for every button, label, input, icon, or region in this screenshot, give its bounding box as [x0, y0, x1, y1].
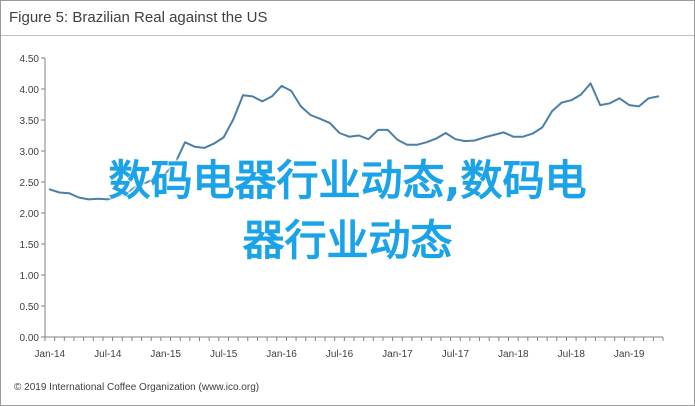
- x-tick-label: Jul-17: [442, 349, 470, 360]
- x-tick-label: Jul-15: [210, 349, 238, 360]
- y-tick-label: 3.50: [20, 116, 40, 127]
- x-tick-label: Jul-16: [326, 349, 354, 360]
- y-tick-label: 2.50: [20, 178, 40, 189]
- watermark-overlay-line-1: 数码电器行业动态,数码电: [108, 156, 587, 205]
- x-tick-label: Jul-18: [558, 349, 586, 360]
- y-tick-label: 1.00: [20, 271, 40, 282]
- y-tick-label: 0.50: [20, 302, 40, 313]
- watermark-overlay-line-2: 器行业动态: [242, 216, 453, 265]
- copyright-footer: © 2019 International Coffee Organization…: [14, 382, 260, 393]
- y-axis: 0.00 0.50 1.00 1.50 2.00 2.50 3.00 3.50 4.00 4.50: [20, 54, 46, 344]
- x-axis: Jan-14 Jul-14 Jan-15 Jul-15 Jan-16 Jul-16 Jan-…: [35, 336, 664, 360]
- x-tick-label: Jul-14: [94, 349, 122, 360]
- series-group: [48, 82, 660, 201]
- x-tick-label: Jan-18: [498, 349, 529, 360]
- x-tick-label: Jan-17: [382, 349, 413, 360]
- y-tick-label: 3.00: [20, 147, 40, 158]
- y-tick-label: 4.00: [20, 85, 40, 96]
- x-tick-label: Jan-15: [150, 349, 181, 360]
- y-tick-label: 0.00: [20, 333, 40, 344]
- x-tick-label: Jan-16: [266, 349, 297, 360]
- chart-title: Figure 5: Brazilian Real against the US: [9, 9, 268, 26]
- x-tick-label: Jan-19: [614, 349, 645, 360]
- y-tick-label: 1.50: [20, 240, 40, 251]
- title-divider: [1, 35, 694, 36]
- line-chart: 0.00 0.50 1.00 1.50 2.00 2.50 3.00 3.50 4.00 4.50…: [20, 54, 664, 360]
- y-tick-label: 2.00: [20, 209, 40, 220]
- y-tick-label: 4.50: [20, 54, 40, 65]
- series-line-brl-usd: [48, 82, 660, 201]
- x-tick-label: Jan-14: [35, 349, 66, 360]
